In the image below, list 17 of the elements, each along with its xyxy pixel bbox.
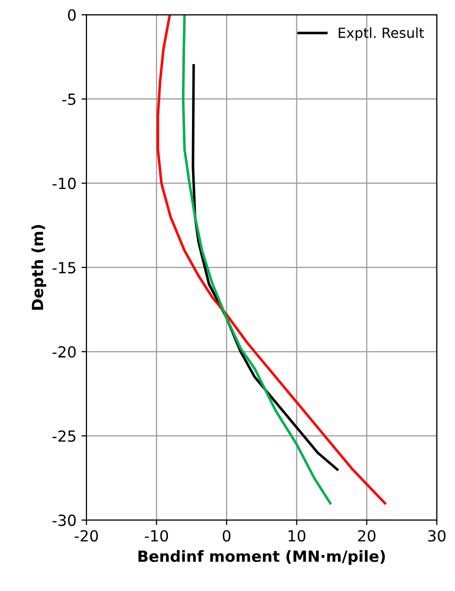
x-tick-label: -10 <box>144 530 168 542</box>
y-tick-label: -5 <box>62 94 76 106</box>
y-tick-label: -20 <box>52 346 76 358</box>
x-tick-label: 10 <box>288 530 306 542</box>
y-axis-title: Depth (m) <box>31 225 46 310</box>
y-tick-label: -15 <box>52 262 76 274</box>
y-tick-label: -25 <box>52 430 76 442</box>
legend-label: Exptl. Result <box>338 27 424 41</box>
x-tick-label: 20 <box>358 530 376 542</box>
y-tick-label: -10 <box>52 178 76 190</box>
x-tick-label: 0 <box>222 530 230 542</box>
x-tick-label: -20 <box>74 530 98 542</box>
x-tick-label: 30 <box>428 530 446 542</box>
y-tick-label: -30 <box>52 514 76 526</box>
line-series <box>182 14 332 504</box>
y-tick-label: 0 <box>68 9 76 21</box>
x-axis-title: Bendinf moment (MN·m/pile) <box>138 550 385 565</box>
